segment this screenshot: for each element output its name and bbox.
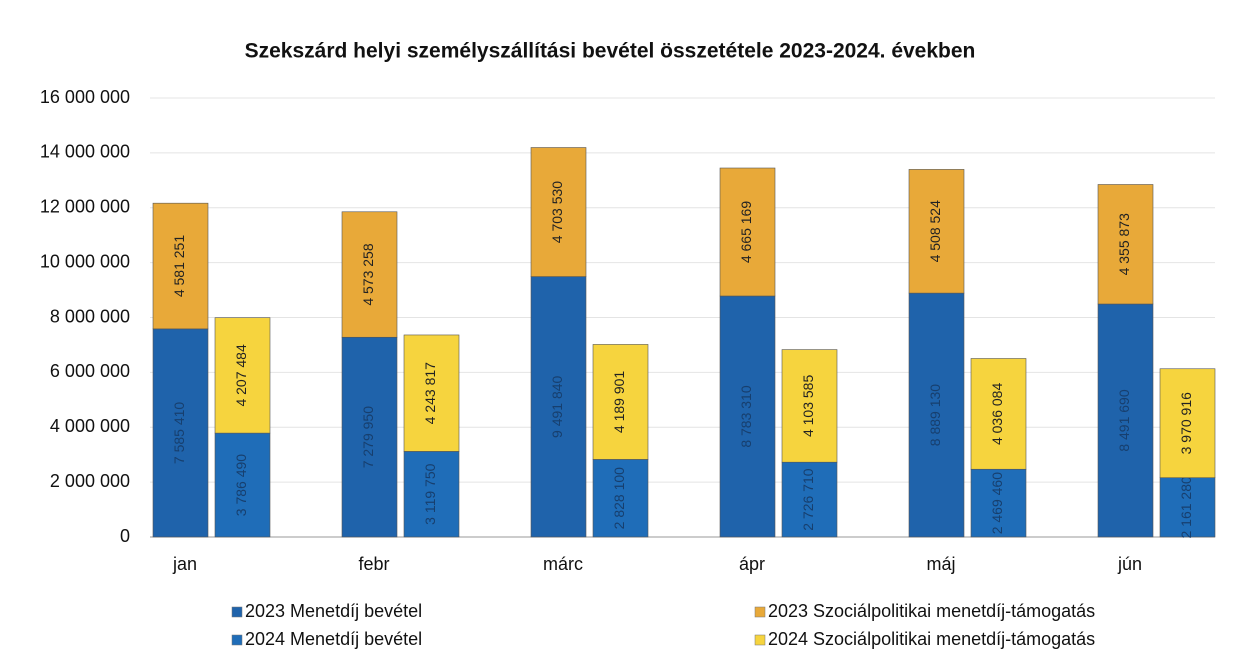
value-label: 4 703 530 [549, 181, 565, 243]
y-tick-label: 4 000 000 [50, 416, 130, 436]
value-label: 4 036 084 [989, 383, 1005, 445]
bar-segment [970, 468, 1027, 538]
y-tick-label: 14 000 000 [40, 142, 130, 162]
legend-label: 2024 Menetdíj bevétel [245, 629, 422, 649]
bar-segment [341, 211, 398, 338]
bar-segment [781, 349, 838, 463]
value-label: 4 573 258 [360, 243, 376, 305]
y-tick-label: 2 000 000 [50, 471, 130, 491]
value-label: 8 491 690 [1116, 389, 1132, 451]
value-label: 3 786 490 [233, 454, 249, 516]
y-tick-label: 0 [120, 526, 130, 546]
x-tick-label: jan [172, 554, 197, 574]
y-tick-label: 8 000 000 [50, 306, 130, 326]
value-label: 4 103 585 [800, 375, 816, 437]
x-tick-label: máj [926, 554, 955, 574]
bar-segment [530, 147, 587, 277]
legend-swatch [231, 634, 243, 646]
y-tick-label: 16 000 000 [40, 87, 130, 107]
y-tick-label: 10 000 000 [40, 251, 130, 271]
legend-swatch [231, 606, 243, 618]
value-label: 4 581 251 [171, 235, 187, 297]
value-label: 2 469 460 [989, 472, 1005, 534]
bar-segment [152, 202, 209, 330]
bar-segment [341, 336, 398, 538]
x-tick-label: ápr [739, 554, 765, 574]
value-label: 4 355 873 [1116, 213, 1132, 275]
bar-segment [214, 317, 271, 434]
bar-segment [719, 295, 776, 538]
bar-segment [1159, 368, 1216, 478]
bar-segment [592, 459, 649, 538]
value-label: 7 279 950 [360, 406, 376, 468]
value-label: 3 119 750 [422, 463, 438, 524]
legend-swatch [754, 606, 766, 618]
bar-segment [214, 432, 271, 538]
bar-segment [719, 167, 776, 297]
x-tick-label: febr [358, 554, 389, 574]
value-label: 4 508 524 [927, 200, 943, 262]
x-tick-label: márc [543, 554, 583, 574]
y-tick-label: 12 000 000 [40, 197, 130, 217]
legend-label: 2024 Szociálpolitikai menetdíj-támogatás [768, 629, 1095, 649]
bar-segment [1159, 477, 1216, 538]
bar-segment [592, 344, 649, 460]
value-label: 9 491 840 [549, 375, 565, 437]
legend-label: 2023 Szociálpolitikai menetdíj-támogatás [768, 601, 1095, 621]
x-tick-label: jún [1117, 554, 1142, 574]
bar-segment [1097, 184, 1154, 305]
bar-segment [1097, 303, 1154, 538]
value-label: 4 207 484 [233, 344, 249, 406]
value-label: 8 889 130 [927, 384, 943, 446]
bar-segment [781, 461, 838, 538]
legend-swatch [754, 634, 766, 646]
value-label: 7 585 410 [171, 402, 187, 464]
bar-segment [908, 292, 965, 538]
value-label: 4 189 901 [611, 371, 627, 433]
bar-segment [970, 358, 1027, 470]
value-label: 3 970 916 [1178, 392, 1194, 454]
value-label: 2 828 100 [611, 467, 627, 529]
bar-segment [530, 276, 587, 538]
value-label: 2 161 280 [1178, 476, 1194, 538]
value-label: 4 243 817 [422, 362, 438, 424]
bar-segment [152, 328, 209, 538]
y-tick-label: 6 000 000 [50, 361, 130, 381]
value-label: 8 783 310 [738, 385, 754, 447]
bar-segment [908, 169, 965, 294]
bar-segment [403, 334, 460, 452]
bar-segment [403, 451, 460, 538]
value-label: 4 665 169 [738, 201, 754, 263]
value-label: 2 726 710 [800, 468, 816, 530]
legend-label: 2023 Menetdíj bevétel [245, 601, 422, 621]
chart-title: Szekszárd helyi személyszállítási bevéte… [245, 40, 976, 63]
